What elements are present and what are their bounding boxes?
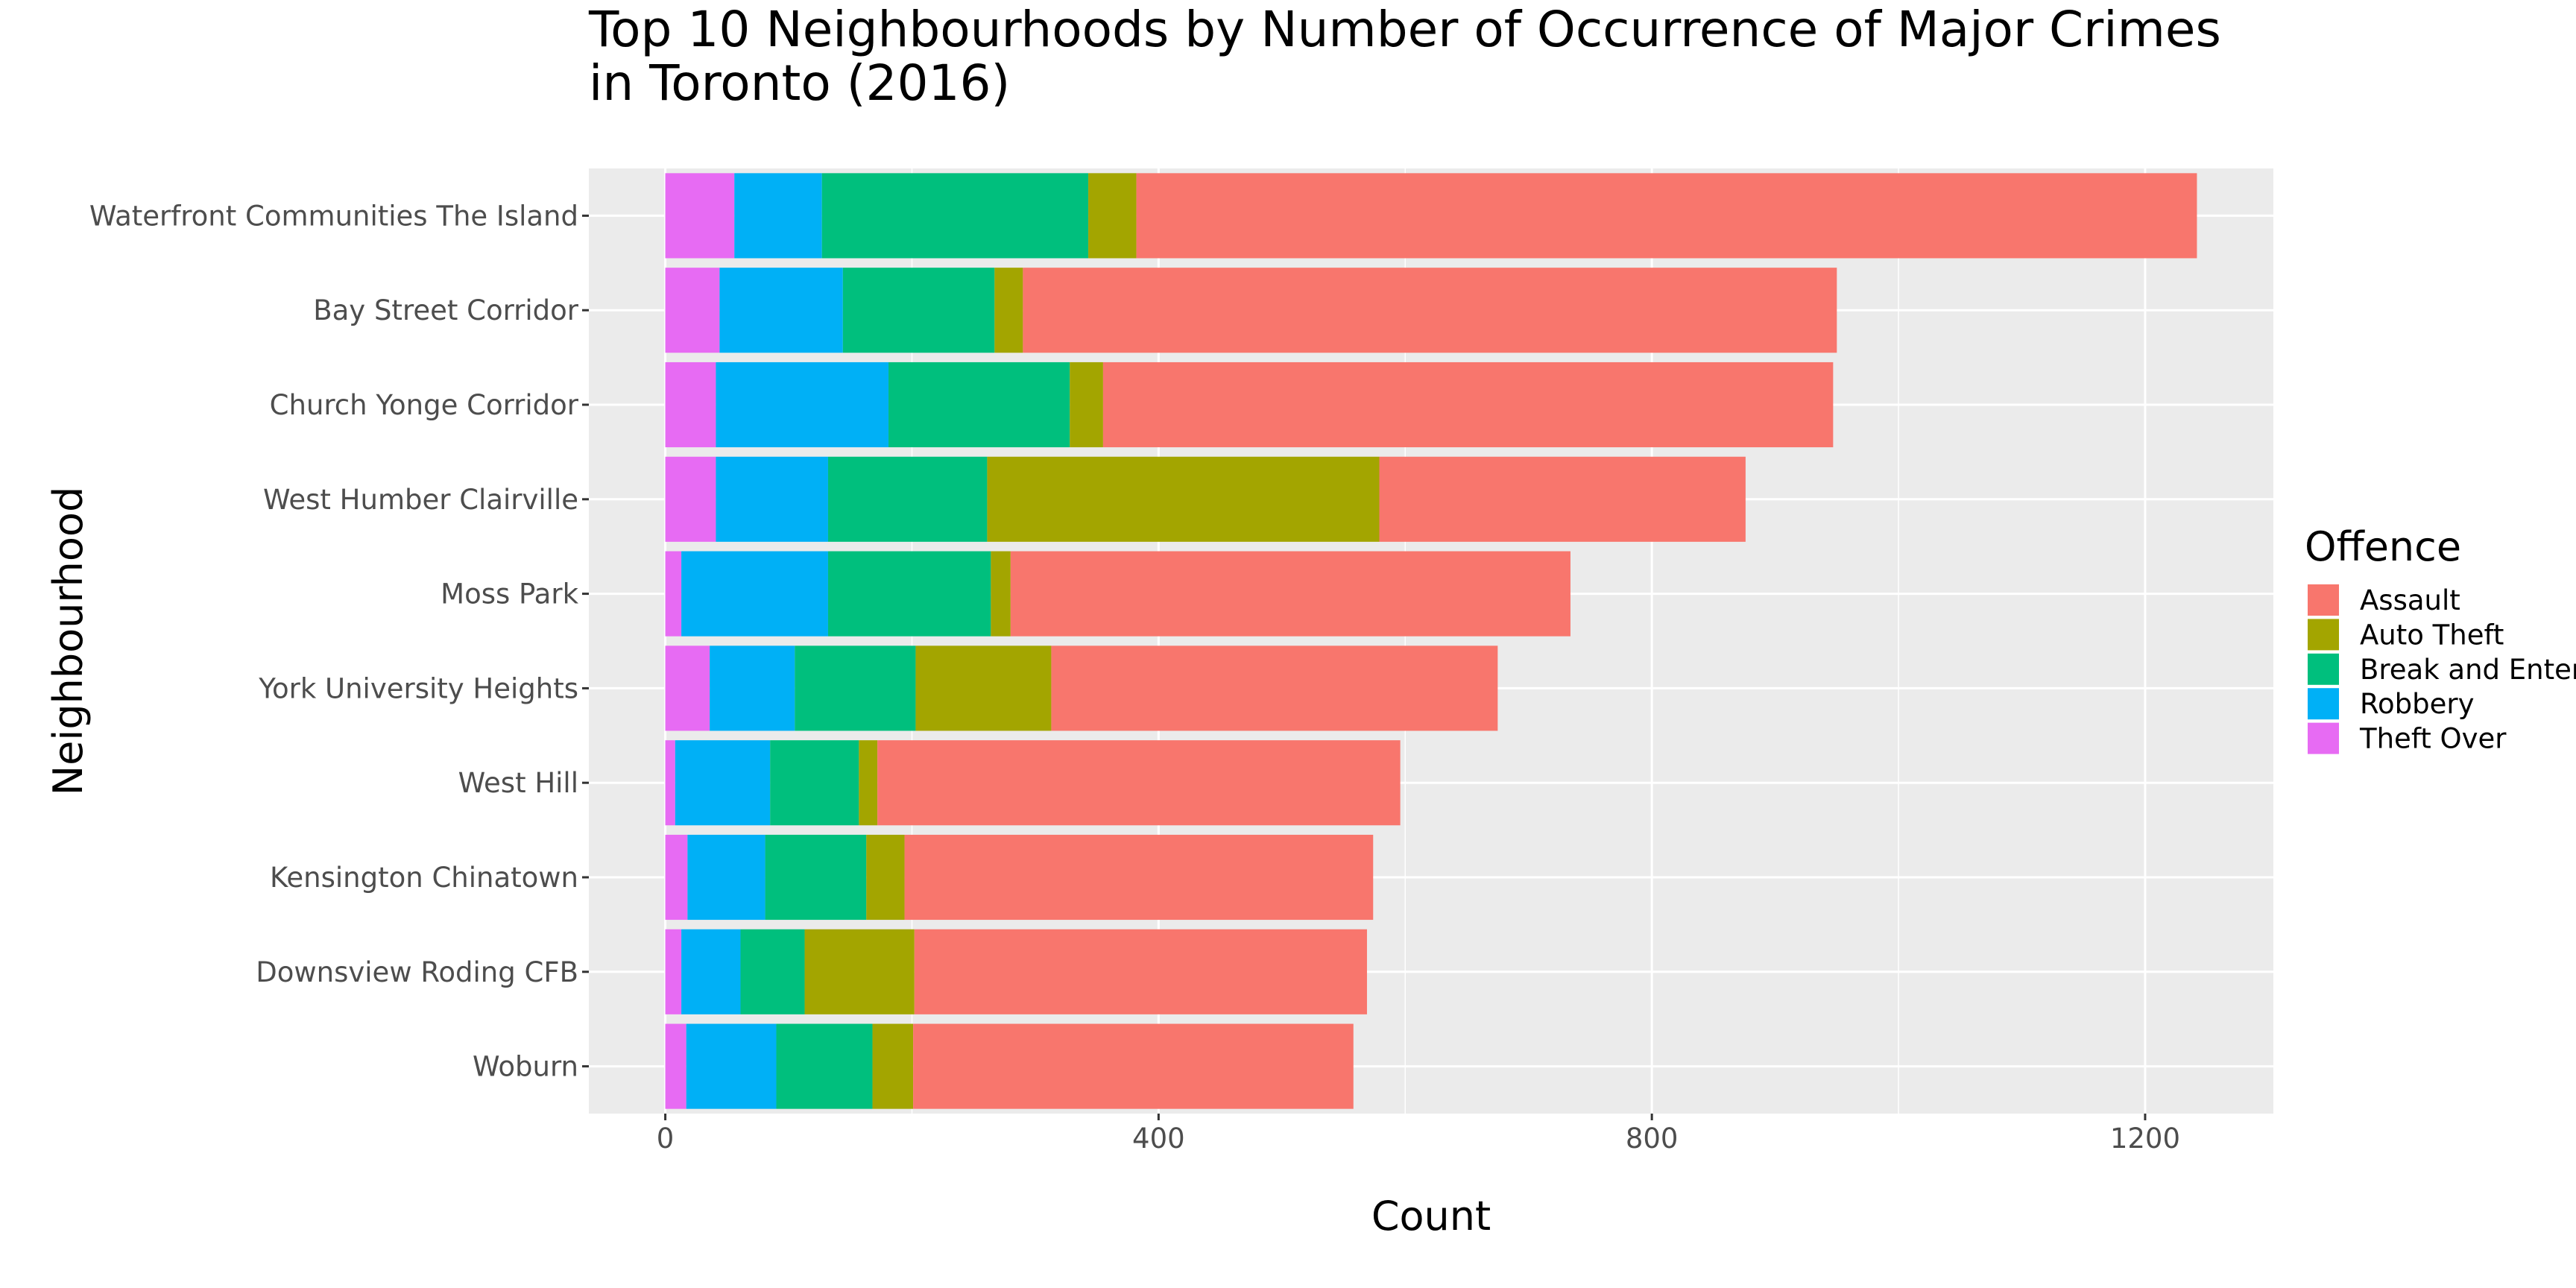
y-tick-label: Moss Park [441, 578, 578, 610]
x-axis-title: Count [1371, 1193, 1491, 1240]
bar-break-and-enter-downsview-roding-cfb [740, 929, 805, 1014]
legend-swatch-assault [2308, 584, 2339, 616]
bar-break-and-enter-west-hill [770, 740, 859, 826]
bar-auto-theft-moss-park [991, 551, 1011, 637]
bar-break-and-enter-waterfront-communities-the-island [821, 173, 1089, 259]
chart-title: Top 10 Neighbourhoods by Number of Occur… [588, 1, 2221, 112]
legend-label-robbery: Robbery [2360, 688, 2475, 720]
legend-label-theft-over: Theft Over [2359, 723, 2507, 755]
y-tick-label: Church Yonge Corridor [270, 389, 579, 421]
bar-break-and-enter-york-university-heights [795, 645, 916, 731]
legend-label-auto-theft: Auto Theft [2360, 619, 2504, 651]
legend-label-assault: Assault [2360, 584, 2460, 616]
bar-assault-woburn [913, 1023, 1354, 1109]
y-tick-label: Woburn [473, 1051, 578, 1083]
x-tick-label: 0 [657, 1123, 675, 1155]
bar-auto-theft-downsview-roding-cfb [804, 929, 915, 1014]
legend-swatch-break-and-enter [2308, 653, 2339, 685]
bar-break-and-enter-kensington-chinatown [765, 834, 867, 921]
x-axis: 0 400 800 1200 [657, 1114, 2180, 1155]
bar-break-and-enter-moss-park [827, 551, 991, 637]
bar-assault-waterfront-communities-the-island [1136, 173, 2197, 259]
legend-swatch-theft-over [2308, 722, 2339, 754]
bar-theft-over-church-yonge-corridor [665, 362, 716, 448]
y-tick-label: Bay Street Corridor [313, 294, 579, 326]
x-tick-label: 1200 [2110, 1123, 2180, 1155]
bar-theft-over-moss-park [665, 551, 682, 637]
bar-theft-over-waterfront-communities-the-island [665, 173, 735, 259]
y-tick-label: West Hill [458, 767, 578, 799]
bar-theft-over-woburn [665, 1023, 686, 1109]
legend-swatch-auto-theft [2308, 619, 2339, 651]
bar-assault-kensington-chinatown [904, 834, 1374, 921]
bar-theft-over-york-university-heights [665, 645, 710, 731]
bar-theft-over-west-humber-clairville [665, 456, 716, 542]
bar-robbery-kensington-chinatown [687, 834, 765, 921]
bar-auto-theft-york-university-heights [915, 645, 1052, 731]
bar-robbery-west-hill [675, 740, 771, 826]
bar-break-and-enter-church-yonge-corridor [888, 362, 1070, 448]
bar-assault-west-hill [877, 740, 1401, 826]
chart-title-line: Top 10 Neighbourhoods by Number of Occur… [588, 1, 2221, 58]
y-axis: Waterfront Communities The Island Bay Str… [89, 200, 589, 1083]
bar-assault-church-yonge-corridor [1102, 362, 1834, 448]
bar-robbery-woburn [686, 1023, 777, 1109]
bar-auto-theft-woburn [872, 1023, 914, 1109]
legend-label-break-and-enter: Break and Enter [2360, 654, 2576, 686]
y-axis-title: Neighbourhood [45, 487, 92, 796]
bar-robbery-york-university-heights [710, 645, 795, 731]
y-tick-label: Kensington Chinatown [270, 862, 578, 894]
bar-assault-york-university-heights [1051, 645, 1498, 731]
bar-robbery-waterfront-communities-the-island [734, 173, 822, 259]
bar-assault-west-humber-clairville [1379, 456, 1746, 542]
bar-break-and-enter-west-humber-clairville [827, 456, 988, 542]
bar-theft-over-downsview-roding-cfb [665, 929, 682, 1014]
bar-auto-theft-west-humber-clairville [987, 456, 1380, 542]
legend-swatch-robbery [2308, 688, 2339, 720]
bar-robbery-bay-street-corridor [719, 268, 843, 353]
bar-break-and-enter-woburn [776, 1023, 873, 1109]
y-tick-label: Downsview Roding CFB [256, 956, 578, 988]
x-tick-label: 400 [1132, 1123, 1185, 1155]
bar-auto-theft-kensington-chinatown [866, 834, 905, 921]
chart-title-line: in Toronto (2016) [589, 54, 1010, 112]
y-tick-label: Waterfront Communities The Island [89, 200, 578, 232]
bar-theft-over-kensington-chinatown [665, 834, 688, 921]
bar-break-and-enter-bay-street-corridor [842, 268, 995, 353]
bar-robbery-moss-park [681, 551, 828, 637]
x-tick-label: 800 [1626, 1123, 1679, 1155]
legend-title: Offence [2305, 523, 2461, 570]
bar-auto-theft-waterfront-communities-the-island [1088, 173, 1137, 259]
y-tick-label: York University Heights [258, 672, 578, 704]
bar-auto-theft-bay-street-corridor [994, 268, 1023, 353]
bar-auto-theft-west-hill [859, 740, 878, 826]
bar-robbery-west-humber-clairville [716, 456, 828, 542]
bar-theft-over-bay-street-corridor [665, 268, 720, 353]
y-tick-label: West Humber Clairville [263, 484, 578, 516]
bar-robbery-downsview-roding-cfb [681, 929, 741, 1014]
bar-robbery-church-yonge-corridor [716, 362, 889, 448]
bar-assault-moss-park [1010, 551, 1570, 637]
bar-theft-over-west-hill [665, 740, 675, 826]
bar-assault-bay-street-corridor [1023, 268, 1837, 353]
bar-assault-downsview-roding-cfb [914, 929, 1367, 1014]
bars [665, 173, 2197, 1109]
bar-auto-theft-church-yonge-corridor [1070, 362, 1103, 448]
